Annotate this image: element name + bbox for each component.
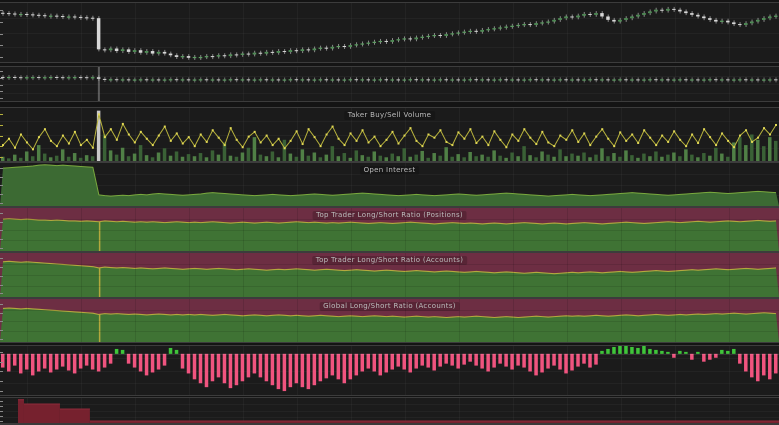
taker-volume-canvas[interactable] [0,108,779,161]
top-trader-ls-accounts-canvas[interactable] [0,253,779,297]
global-ls-accounts-panel: Global Long/Short Ratio (Accounts) [0,298,779,343]
bottom-border-strip [0,423,779,425]
global-ls-accounts-canvas[interactable] [0,299,779,342]
secondary-candlestick-canvas[interactable] [0,67,779,101]
price-candlestick-canvas[interactable] [0,3,779,62]
top-trader-ls-positions-canvas[interactable] [0,208,779,251]
bottom-step-area-panel [0,397,779,424]
volume-delta-canvas[interactable] [0,346,779,395]
bottom-step-area-canvas[interactable] [0,398,779,423]
secondary-candlestick-panel [0,66,779,102]
top-trader-ls-accounts-panel: Top Trader Long/Short Ratio (Accounts) [0,252,779,298]
open-interest-canvas[interactable] [0,163,779,206]
open-interest-panel: Open Interest [0,162,779,207]
taker-volume-panel: Taker Buy/Sell Volume [0,107,779,162]
price-candlestick-panel [0,2,779,63]
top-trader-ls-positions-panel: Top Trader Long/Short Ratio (Positions) [0,207,779,252]
volume-delta-panel [0,345,779,396]
